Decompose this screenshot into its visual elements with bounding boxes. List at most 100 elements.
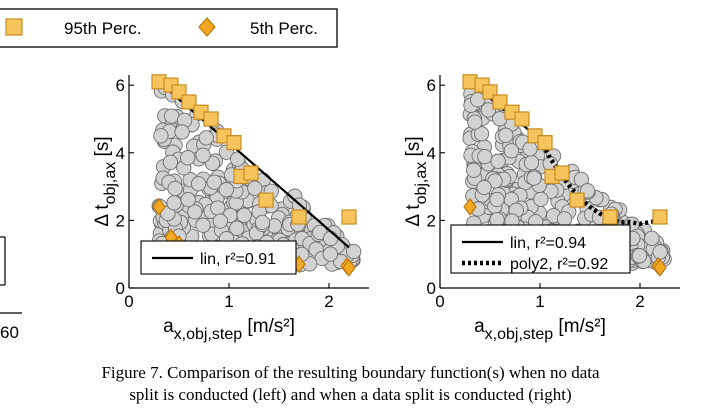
p5-diamond-marker bbox=[463, 197, 477, 216]
p5-diamond-marker bbox=[342, 258, 356, 277]
p95-square-marker bbox=[243, 165, 259, 181]
scatter-point bbox=[210, 200, 226, 216]
scatter-point bbox=[522, 141, 538, 157]
scatter-point bbox=[466, 162, 482, 178]
scatter-point bbox=[153, 128, 169, 144]
scatter-point bbox=[498, 127, 514, 143]
scatter-point bbox=[218, 182, 234, 198]
cropped-tick-label: 60 bbox=[0, 323, 19, 342]
y-tick-label: 4 bbox=[116, 144, 125, 163]
scatter-point bbox=[490, 153, 506, 169]
p95-square-marker bbox=[291, 209, 307, 225]
legend-label-5th: 5th Perc. bbox=[250, 19, 318, 38]
scatter-point bbox=[195, 147, 211, 163]
scatter-point bbox=[195, 217, 211, 233]
scatter-point bbox=[206, 174, 222, 190]
scatter-point bbox=[162, 154, 179, 170]
scatter-point bbox=[322, 246, 338, 262]
scatter-point bbox=[489, 191, 505, 208]
p95-square-marker bbox=[569, 192, 585, 208]
scatter-point bbox=[187, 204, 203, 220]
fit-legend-label: lin, r²=0.91 bbox=[200, 251, 276, 268]
fit-legend-label: poly2, r²=0.92 bbox=[510, 256, 608, 273]
scatter-point bbox=[180, 191, 196, 208]
p95-square-marker bbox=[537, 135, 553, 151]
scatter-point bbox=[323, 230, 339, 247]
x-tick-label: 1 bbox=[224, 292, 233, 311]
scatter-point bbox=[556, 211, 573, 227]
legend-label-95th: 95th Perc. bbox=[64, 19, 142, 38]
caption-line-2: split is conducted (left) and when a dat… bbox=[129, 385, 572, 404]
scatter-point bbox=[167, 180, 183, 197]
caption-line-1: Figure 7. Comparison of the resulting bo… bbox=[101, 363, 600, 382]
figure-caption: Figure 7. Comparison of the resulting bo… bbox=[0, 362, 701, 406]
p95-square-marker bbox=[492, 94, 508, 110]
y-axis-label: Δ tobj,ax [s] bbox=[403, 136, 430, 226]
left-ticks: 0 1 2 0 2 4 6 bbox=[116, 76, 334, 311]
scatter-point bbox=[190, 176, 207, 192]
diamond-marker-icon bbox=[198, 17, 216, 37]
scatter-point bbox=[198, 130, 214, 146]
scatter-point bbox=[631, 248, 648, 264]
x-tick-label: 0 bbox=[435, 292, 444, 311]
right-chart: 0 1 2 0 2 4 6 lin, r²=0.94 poly2, r²=0.92 ax,ob… bbox=[403, 74, 680, 343]
p95-square-marker bbox=[514, 111, 530, 127]
p95-square-marker bbox=[203, 111, 219, 127]
p95-square-marker bbox=[226, 135, 242, 151]
square-marker-icon bbox=[5, 18, 23, 36]
scatter-point bbox=[254, 214, 271, 231]
scatter-point bbox=[230, 151, 246, 167]
right-ticks: 0 1 2 0 2 4 6 bbox=[427, 76, 645, 311]
fit-legend-label: lin, r²=0.94 bbox=[510, 235, 586, 252]
y-tick-label: 2 bbox=[116, 211, 125, 230]
scatter-point bbox=[477, 148, 493, 165]
scatter-point bbox=[503, 143, 520, 159]
scatter-point bbox=[480, 102, 496, 118]
scatter-point bbox=[526, 170, 542, 186]
scatter-point bbox=[229, 220, 245, 236]
scatter-point bbox=[174, 124, 190, 140]
x-axis-label: ax,obj,step [m/s²] bbox=[474, 316, 606, 343]
p95-square-marker bbox=[652, 209, 668, 225]
x-tick-label: 1 bbox=[535, 292, 544, 311]
scatter-point bbox=[533, 191, 549, 207]
left-axis-labels: ax,obj,step [m/s²] Δ tobj,ax [s] bbox=[92, 136, 295, 343]
scatter-point bbox=[644, 230, 660, 246]
y-axis-label: Δ tobj,ax [s] bbox=[92, 136, 119, 226]
scatter-point bbox=[652, 244, 668, 260]
y-tick-label: 4 bbox=[427, 144, 436, 163]
scatter-point bbox=[467, 114, 483, 130]
right-axis-labels: ax,obj,step [m/s²] Δ tobj,ax [s] bbox=[403, 136, 606, 343]
left-fit-legend: lin, r²=0.91 bbox=[140, 240, 297, 275]
x-tick-label: 2 bbox=[324, 292, 333, 311]
y-tick-label: 0 bbox=[116, 279, 125, 298]
scatter-point bbox=[236, 207, 252, 223]
right-fit-legend: lin, r²=0.94 poly2, r²=0.92 bbox=[450, 224, 631, 274]
y-tick-label: 6 bbox=[116, 76, 125, 95]
left-95th-markers bbox=[151, 74, 357, 225]
x-tick-label: 2 bbox=[635, 292, 644, 311]
p95-square-marker bbox=[554, 165, 570, 181]
y-tick-label: 6 bbox=[427, 76, 436, 95]
p95-square-marker bbox=[258, 192, 274, 208]
scatter-point bbox=[247, 180, 263, 196]
y-tick-label: 0 bbox=[427, 279, 436, 298]
p95-square-marker bbox=[181, 94, 197, 110]
p5-diamond-marker bbox=[152, 197, 166, 216]
scatter-point bbox=[476, 179, 492, 196]
p5-diamond-marker bbox=[653, 258, 667, 277]
scatter-point bbox=[164, 108, 180, 124]
x-tick-label: 0 bbox=[124, 292, 133, 311]
cropped-neighbor-chart: 60 bbox=[0, 236, 22, 342]
scatter-point bbox=[473, 126, 490, 142]
right-95th-markers bbox=[462, 74, 668, 225]
top-legend: 95th Perc. 5th Perc. bbox=[0, 8, 338, 48]
scatter-point bbox=[345, 243, 362, 260]
poly2-fit-line bbox=[538, 138, 661, 227]
scatter-point bbox=[523, 155, 540, 171]
scatter-point bbox=[166, 195, 182, 211]
y-tick-label: 2 bbox=[427, 211, 436, 230]
scatter-point bbox=[212, 213, 228, 229]
scatter-point bbox=[180, 150, 196, 166]
